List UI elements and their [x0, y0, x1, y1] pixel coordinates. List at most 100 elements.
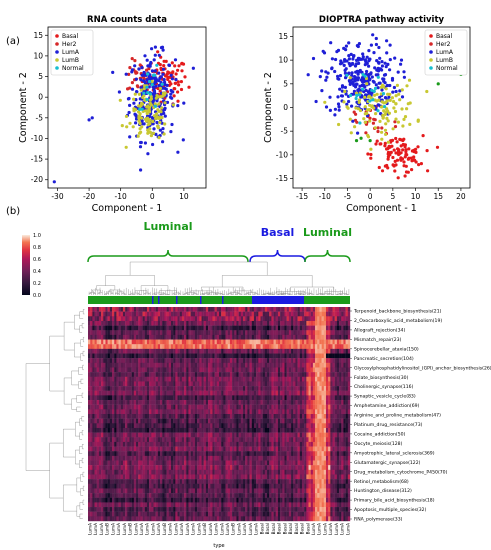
heatmap-cell [186, 437, 189, 443]
heatmap-cell [277, 423, 281, 429]
heatmap-cell [120, 316, 124, 322]
heatmap-cell [243, 404, 246, 410]
heatmap-cell [323, 390, 327, 396]
heatmap-cell [264, 367, 268, 373]
data-point-lumb [353, 125, 357, 129]
heatmap-cell [304, 376, 307, 382]
data-point-basal [407, 156, 411, 160]
heatmap-cell [192, 307, 196, 312]
heatmap-cell [245, 353, 248, 359]
y-tick-label: -5 [281, 127, 289, 136]
heatmap-cell [280, 409, 283, 415]
heatmap-cell [212, 409, 215, 415]
heatmap-cell [321, 427, 324, 433]
heatmap-cell [306, 381, 309, 387]
heatmap-cell [325, 353, 329, 359]
heatmap-cell [168, 423, 172, 429]
heatmap-cell [216, 390, 220, 396]
heatmap-cell [271, 418, 274, 424]
heatmap-cell [249, 409, 252, 415]
heatmap-cell [297, 330, 300, 336]
heatmap-cell [157, 372, 161, 377]
group-color-bar-basal [252, 296, 304, 304]
heatmap-cell [315, 376, 318, 382]
heatmap-cell [310, 339, 314, 345]
heatmap-cell [114, 311, 117, 317]
heatmap-cell [173, 409, 176, 415]
heatmap-cell [238, 386, 242, 391]
heatmap-cell [249, 316, 252, 322]
heatmap-cell [181, 418, 185, 424]
data-point-her2 [371, 121, 375, 125]
heatmap-cell [256, 348, 259, 354]
heatmap-cell [157, 330, 161, 336]
heatmap-cell [131, 432, 135, 438]
heatmap-cell [203, 367, 207, 373]
group-label: Luminal [143, 220, 192, 233]
heatmap-cell [271, 381, 274, 387]
heatmap-cell [336, 325, 340, 331]
heatmap-cell [205, 320, 209, 326]
heatmap-cell [317, 358, 320, 364]
heatmap-cell [328, 362, 331, 368]
heatmap-cell [105, 390, 108, 396]
dendrogram-branch [140, 285, 169, 291]
heatmap-cell [299, 423, 303, 429]
heatmap-cell [116, 376, 119, 382]
heatmap-cell [181, 400, 185, 405]
heatmap-cell [101, 418, 104, 424]
heatmap-cell [197, 414, 200, 419]
heatmap-cell [260, 386, 263, 391]
heatmap-cell [160, 423, 163, 429]
heatmap-cell [319, 390, 322, 396]
heatmap-cell [157, 376, 161, 382]
heatmap-cell [199, 316, 202, 322]
heatmap-cell [325, 427, 329, 433]
data-point-luma [380, 60, 384, 64]
heatmap-cell [164, 441, 167, 447]
heatmap-cell [334, 409, 338, 415]
heatmap-cell [203, 395, 207, 401]
heatmap-cell [94, 390, 97, 396]
heatmap-cell [184, 330, 187, 336]
data-point-luma [358, 68, 362, 73]
heatmap-cell [90, 362, 93, 368]
heatmap-cell [256, 404, 259, 410]
heatmap-cell [229, 320, 233, 326]
heatmap-cell [229, 316, 233, 322]
heatmap-cell [166, 432, 169, 438]
heatmap-cell [114, 400, 117, 405]
heatmap-cell [253, 325, 257, 331]
heatmap-cell [177, 404, 180, 410]
heatmap-cell [136, 437, 139, 443]
heatmap-cell [223, 423, 226, 429]
heatmap-cell [175, 414, 178, 419]
heatmap-cell [232, 418, 235, 424]
heatmap-cell [114, 395, 117, 401]
heatmap-cell [153, 307, 156, 312]
heatmap-cell [288, 334, 292, 340]
heatmap-cell [249, 353, 252, 359]
heatmap-cell [133, 320, 137, 326]
heatmap-cell [216, 311, 220, 317]
heatmap-cell [203, 320, 207, 326]
heatmap-cell [234, 362, 237, 368]
heatmap-cell [328, 339, 331, 345]
heatmap-cell [109, 427, 113, 433]
heatmap-cell [175, 320, 178, 326]
heatmap-cell [345, 362, 349, 368]
heatmap-cell [223, 414, 226, 419]
heatmap-cell [142, 437, 145, 443]
heatmap-cell [107, 372, 111, 377]
heatmap-cell [149, 418, 152, 424]
heatmap-cell [273, 367, 276, 373]
heatmap-cell [280, 358, 283, 364]
heatmap-cell [92, 339, 95, 345]
heatmap-cell [267, 330, 270, 336]
heatmap-cell [321, 381, 324, 387]
heatmap-cell [184, 316, 187, 322]
heatmap-cell [179, 423, 183, 429]
heatmap-cell [201, 316, 204, 322]
heatmap-cell [247, 362, 250, 368]
data-point-basal [395, 140, 399, 144]
